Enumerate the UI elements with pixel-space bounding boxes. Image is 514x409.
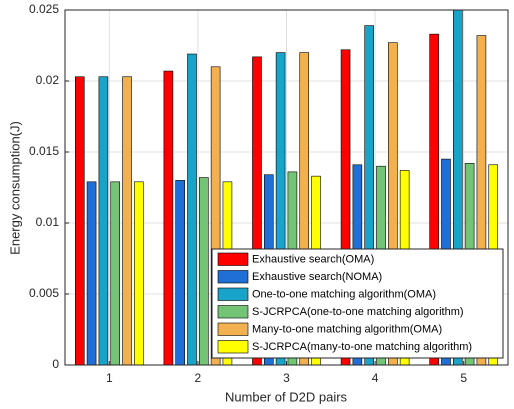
x-tick-label: 3 — [283, 371, 290, 385]
x-tick-label: 1 — [106, 371, 113, 385]
y-tick-label: 0.02 — [36, 73, 60, 87]
bar — [98, 76, 109, 366]
x-tick-label: 5 — [460, 371, 467, 385]
legend-box — [211, 248, 504, 359]
y-tick-label: 0 — [52, 357, 59, 371]
x-tick-label: 2 — [195, 371, 202, 385]
x-tick-label: 4 — [372, 371, 379, 385]
legend-swatch — [217, 270, 249, 284]
bar — [199, 177, 209, 366]
legend-swatch — [217, 322, 249, 336]
bar — [86, 181, 97, 366]
y-tick-label: 0.005 — [29, 286, 59, 300]
legend-swatch — [217, 287, 249, 301]
legend-label: One-to-one matching algorithm(OMA) — [252, 289, 436, 301]
legend-label: Exhaustive search(NOMA) — [252, 271, 382, 283]
legend-label: Exhaustive search(OMA) — [252, 254, 374, 266]
bar — [74, 76, 85, 366]
legend-swatch — [217, 305, 249, 319]
legend-label: S-JCRPCA(many-to-one matching algorithm) — [252, 341, 472, 353]
x-axis-label: Number of D2D pairs — [225, 389, 348, 404]
y-tick-label: 0.025 — [29, 2, 59, 16]
bar — [163, 70, 174, 366]
y-tick-label: 0.01 — [36, 215, 60, 229]
y-tick-label: 0.015 — [29, 144, 59, 158]
bar — [110, 181, 120, 366]
plot-frame — [64, 9, 509, 366]
legend-swatch — [217, 252, 249, 266]
legend-label: S-JCRPCA(one-to-one matching algorithm) — [252, 306, 464, 318]
legend-label: Many-to-one matching algorithm(OMA) — [252, 324, 442, 336]
legend-swatch — [217, 340, 249, 354]
bar — [134, 181, 144, 366]
bar — [187, 53, 197, 366]
legend: Exhaustive search(OMA) Exhaustive search(… — [211, 248, 504, 359]
bar — [122, 76, 132, 366]
y-axis-label: Energy consumption(J) — [7, 121, 22, 255]
bar — [175, 180, 185, 366]
